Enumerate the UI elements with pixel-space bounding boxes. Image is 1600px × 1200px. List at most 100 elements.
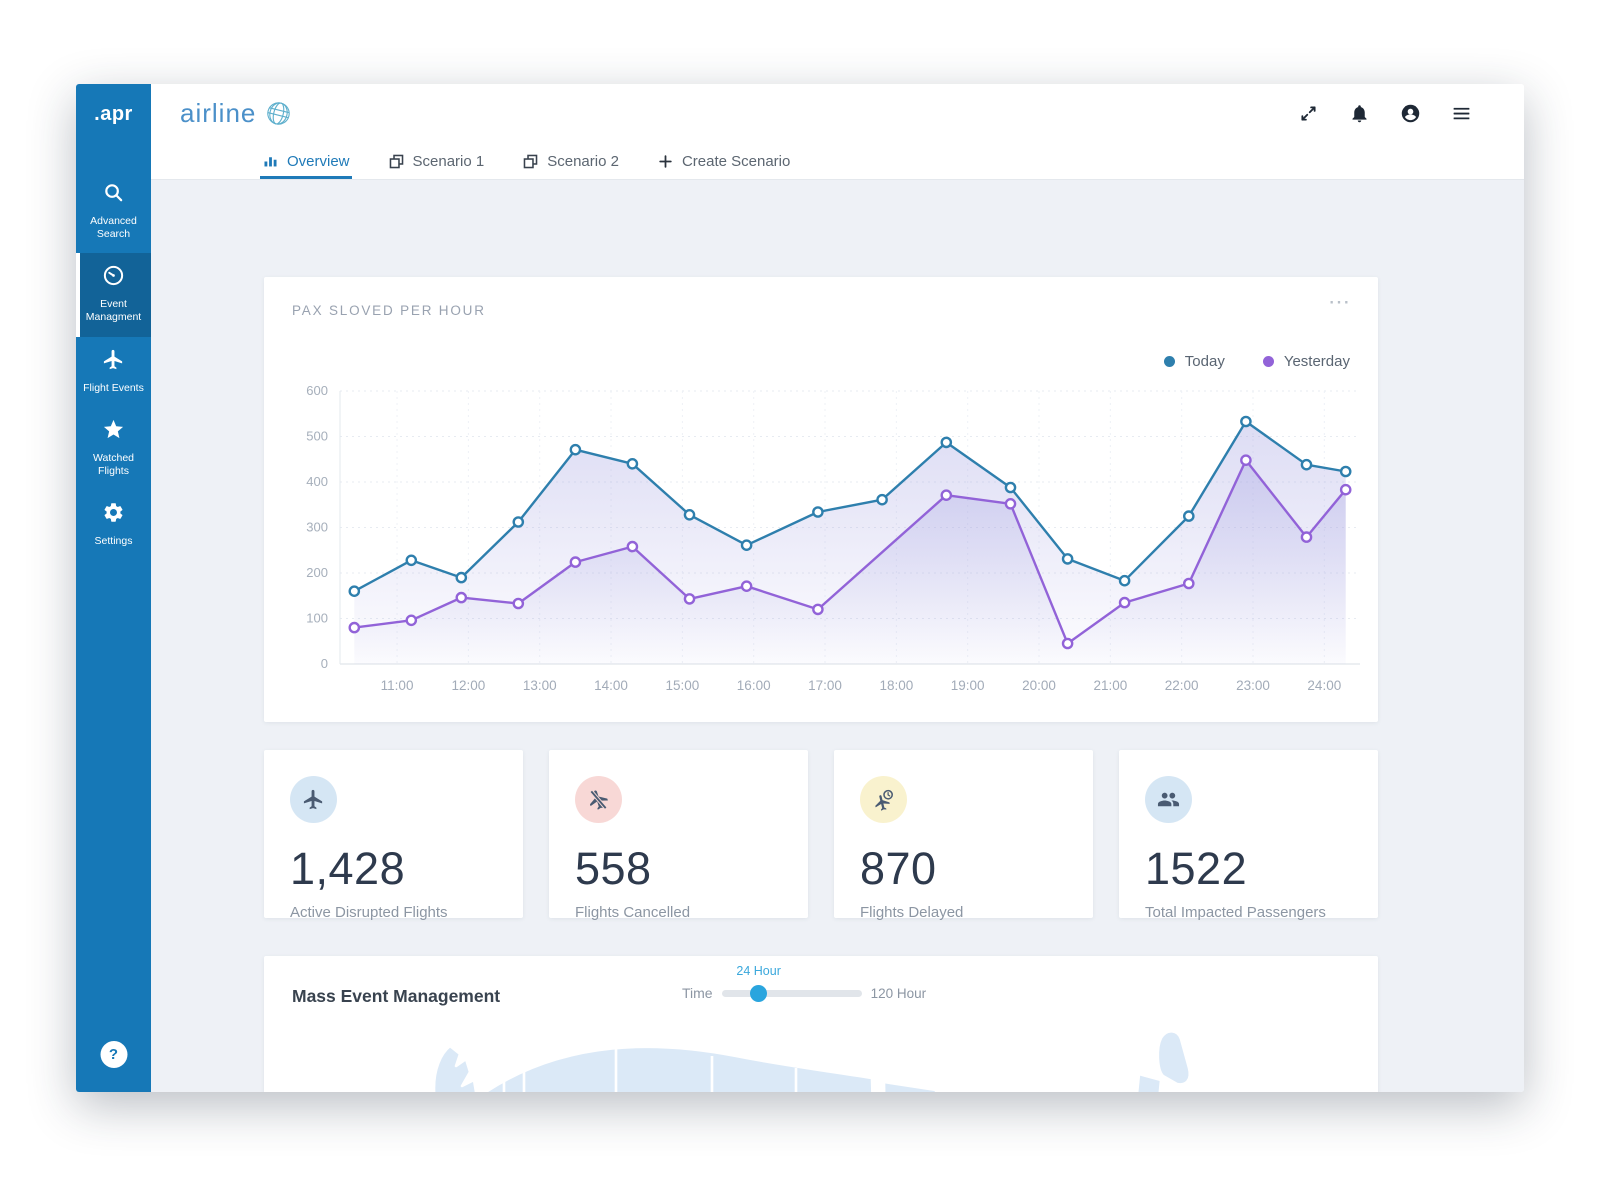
tab-label: Scenario 1 [412,152,485,170]
slider-max-label: 120 Hour [870,985,927,1001]
stat-label: Flights Delayed [860,904,964,921]
legend-label: Today [1184,353,1225,370]
svg-text:24:00: 24:00 [1307,678,1341,693]
tab-scenario-1[interactable]: Scenario 1 [388,143,485,179]
sidebar-item-label: Advanced Search [90,215,137,241]
slider-label: Time [682,985,713,1001]
sidebar-item-label: Flight Events [83,381,144,394]
gear-icon [102,501,125,529]
help-button[interactable]: ? [100,1041,127,1068]
time-slider[interactable] [721,984,862,1002]
pax-chart-card: PAX SLOVED PER HOUR ⋯ Today Yesterday 0 1… [264,277,1378,722]
account-icon[interactable] [1400,103,1421,124]
svg-text:23:00: 23:00 [1236,678,1270,693]
sidebar-item-watched-flights[interactable]: Watched Flights [76,407,151,490]
mass-event-title: Mass Event Management [292,986,501,1006]
sidebar-item-event-management[interactable]: Event Managment [76,253,151,337]
header: airline [151,84,1524,143]
stats-row: 1,428 Active Disrupted Flights 558 Fligh… [264,750,1378,921]
header-actions [1298,84,1472,143]
svg-text:22:00: 22:00 [1165,678,1199,693]
time-slider-group: 24 Hour Time 120 Hour [682,964,1002,1010]
plus-icon [657,153,674,170]
people-icon [1145,776,1192,823]
svg-text:20:00: 20:00 [1022,678,1056,693]
menu-icon[interactable] [1451,103,1472,124]
tab-create-scenario[interactable]: Create Scenario [657,143,790,179]
tab-overview[interactable]: Overview [260,143,352,179]
yesterday-dot-icon [1262,356,1274,367]
legend-label: Yesterday [1283,353,1350,370]
chart-title: PAX SLOVED PER HOUR [292,303,486,318]
svg-text:13:00: 13:00 [523,678,557,693]
stat-card-impacted-passengers: 1522 Total Impacted Passengers [1119,750,1378,921]
plane-icon [102,348,125,376]
stat-card-flights-delayed: 870 Flights Delayed [834,750,1093,921]
svg-text:21:00: 21:00 [1093,678,1127,693]
svg-text:16:00: 16:00 [737,678,771,693]
legend-item-today[interactable]: Today [1163,353,1225,370]
expand-icon[interactable] [1298,103,1319,124]
svg-text:500: 500 [306,429,328,444]
svg-text:11:00: 11:00 [381,678,414,693]
sidebar: .apr Advanced Search Event Managment [76,84,151,1092]
today-dot-icon [1163,356,1175,367]
stat-card-flights-cancelled: 558 Flights Cancelled [549,750,808,921]
tab-scenario-2[interactable]: Scenario 2 [522,143,619,179]
time-slider-thumb[interactable] [749,984,767,1002]
tab-bar: Overview Scenario 1 Scenario 2 [151,143,1524,180]
stat-label: Active Disrupted Flights [290,904,448,921]
svg-text:17:00: 17:00 [808,678,842,693]
globe-icon [265,100,292,127]
svg-text:14:00: 14:00 [594,678,628,693]
stat-value: 870 [860,843,937,894]
sidebar-nav: Advanced Search Event Managment Flight E… [76,170,151,560]
slider-value-label: 24 Hour [736,964,781,978]
gauge-icon [102,264,125,292]
sidebar-item-settings[interactable]: Settings [76,490,151,560]
card-menu-button[interactable]: ⋯ [1328,289,1352,314]
svg-text:300: 300 [306,520,328,535]
search-icon [102,181,125,209]
sidebar-item-label: Settings [94,534,133,547]
plane-icon [290,776,337,823]
stat-label: Total Impacted Passengers [1145,904,1326,921]
svg-text:400: 400 [306,474,328,489]
svg-text:600: 600 [306,383,328,398]
tab-label: Create Scenario [681,152,791,170]
svg-text:19:00: 19:00 [951,678,985,693]
svg-text:15:00: 15:00 [665,678,699,693]
svg-text:12:00: 12:00 [451,678,485,693]
svg-text:200: 200 [306,565,328,580]
copy-icon [388,153,405,170]
sidebar-item-label: Watched Flights [92,451,135,477]
stat-value: 1,428 [290,843,406,894]
bell-icon[interactable] [1349,103,1370,124]
svg-text:18:00: 18:00 [879,678,913,693]
us-map [432,1030,1192,1092]
stat-value: 558 [575,843,652,894]
bar-chart-icon [262,153,279,170]
tab-label: Scenario 2 [547,152,619,170]
svg-text:0: 0 [321,656,328,671]
stat-label: Flights Cancelled [575,904,691,921]
sidebar-item-advanced-search[interactable]: Advanced Search [76,170,151,253]
app-logo: .apr [94,102,133,125]
brand-logo[interactable]: airline [180,98,292,129]
svg-text:100: 100 [306,611,328,626]
brand-name: airline [180,98,257,128]
main-content: PAX SLOVED PER HOUR ⋯ Today Yesterday 0 1… [151,180,1524,1092]
sidebar-item-label: Event Managment [85,298,142,324]
plane-delayed-icon [860,776,907,823]
star-icon [102,418,125,446]
copy-icon [522,153,539,170]
plane-cancelled-icon [575,776,622,823]
pax-line-chart: 0 100 200 300 400 500 600 11:00 12:00 13:00 14:00 1… [306,383,1360,693]
tab-label: Overview [287,152,350,170]
sidebar-item-flight-events[interactable]: Flight Events [76,337,151,407]
stat-card-disrupted-flights: 1,428 Active Disrupted Flights [264,750,523,921]
mass-event-card: Mass Event Management 24 Hour Time 120 H… [264,956,1378,1092]
legend-item-yesterday[interactable]: Yesterday [1262,353,1350,370]
stat-value: 1522 [1145,843,1248,894]
chart-legend: Today Yesterday [1163,353,1350,370]
